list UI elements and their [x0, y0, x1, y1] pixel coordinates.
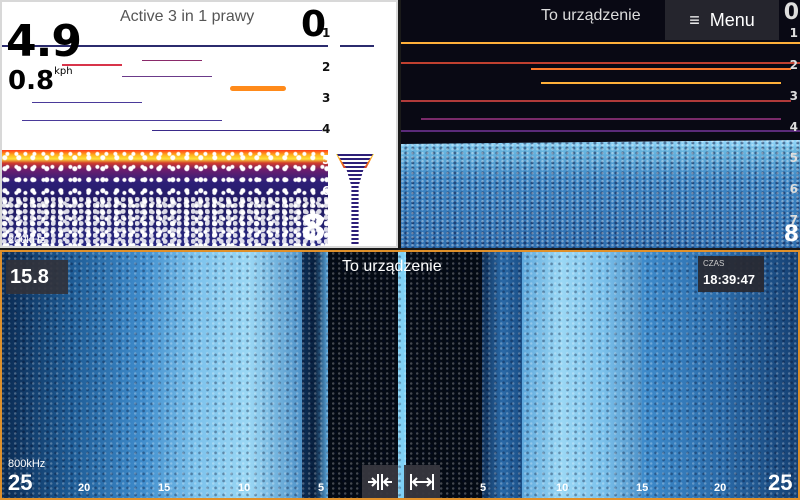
speed-secondary-unit: kph	[54, 66, 73, 77]
downscan-return	[401, 62, 800, 64]
hamburger-icon: ≡	[689, 9, 700, 30]
depth-tick: 5	[322, 153, 331, 167]
zoom-in-range-button[interactable]	[362, 465, 398, 498]
downscan-return	[421, 118, 781, 120]
scale-tick: 20	[78, 482, 91, 494]
sidescan-water-column-right	[406, 252, 482, 498]
speed-readout: 4.9	[6, 16, 82, 67]
sidescan-right-mid	[522, 252, 642, 498]
depth-tick: 4	[322, 122, 331, 136]
zoom-out-range-icon	[410, 474, 434, 490]
sonar-fish-arch	[230, 86, 286, 91]
depth-ruler	[328, 2, 396, 246]
speed-readout-secondary: 0.8kph	[8, 66, 73, 96]
sonar-return	[152, 130, 322, 131]
menu-label: Menu	[709, 9, 755, 30]
scale-tick: 5	[480, 482, 487, 494]
time-readout: CZAS 18:39:47	[698, 256, 764, 292]
scale-tick: 10	[556, 482, 569, 494]
sidescan-left-mid	[142, 252, 302, 498]
depth-range-top: 0	[783, 0, 799, 25]
pane-title: To urządzenie	[342, 258, 442, 275]
sidescan-left-near	[302, 252, 328, 498]
sonar-return	[62, 64, 122, 66]
traditional-sonar-panel[interactable]: Active 3 in 1 prawy 4.9 0.8kph 0 8 1 2 3…	[0, 0, 398, 248]
downscan-return	[541, 82, 781, 84]
scale-tick: 10	[238, 482, 251, 494]
zoom-out-range-button[interactable]	[404, 465, 440, 498]
frequency-label: 200kHz	[8, 234, 46, 246]
downscan-return	[531, 68, 791, 70]
menu-button[interactable]: ≡ Menu	[665, 0, 779, 40]
sidescan-panel[interactable]: 15.8 To urządzenie CZAS 18:39:47 800kHz …	[0, 250, 800, 500]
downscan-return	[401, 130, 800, 132]
range-right: 25	[768, 470, 793, 495]
sidescan-right-far	[642, 252, 798, 498]
depth-tick: 3	[789, 89, 798, 103]
depth-tick: 7	[789, 213, 798, 227]
depth-tick: 1	[322, 26, 331, 40]
depth-tick: 6	[322, 184, 331, 198]
scale-tick: 20	[714, 482, 727, 494]
depth-tick: 1	[789, 26, 798, 40]
downscan-surface	[401, 42, 800, 44]
depth-tick: 2	[322, 60, 331, 74]
time-label: CZAS	[703, 259, 725, 268]
depth-tick: 3	[322, 91, 331, 105]
sidescan-right-near	[482, 252, 522, 498]
sonar-surface-line	[2, 45, 332, 47]
depth-tick: 2	[789, 58, 798, 72]
sidescan-center-line	[398, 252, 406, 498]
depth-range-bottom: 8	[783, 222, 799, 247]
sonar-return	[122, 76, 212, 77]
depth-range-top: 0	[300, 4, 326, 45]
scale-tick: 15	[158, 482, 171, 494]
flasher-surface	[340, 45, 374, 47]
speed-secondary-value: 0.8	[8, 66, 55, 96]
scale-tick: 15	[636, 482, 649, 494]
depth-tick: 4	[789, 120, 798, 134]
sonar-return	[32, 102, 142, 103]
depth-tick: 5	[789, 151, 798, 165]
downscan-seabed	[401, 140, 800, 248]
depth-range-bottom: 8	[300, 208, 326, 248]
scale-tick: 5	[318, 482, 325, 494]
downscan-return	[401, 100, 791, 102]
range-left: 25	[8, 470, 33, 495]
range-readout: 15.8	[6, 260, 68, 294]
sonar-return	[22, 120, 222, 121]
sonar-bottom-noise	[2, 197, 332, 246]
zoom-in-range-icon	[368, 474, 392, 490]
pane-title: Active 3 in 1 prawy	[120, 8, 255, 25]
pane-title: To urządzenie	[541, 7, 641, 24]
downscan-panel[interactable]: To urządzenie ≡ Menu 0 1 2 3 4 5 6 7 8	[401, 0, 800, 248]
sidescan-water-column-left	[328, 252, 398, 498]
sidescan-texture	[2, 252, 798, 498]
time-value: 18:39:47	[703, 272, 756, 287]
depth-tick: 6	[789, 182, 798, 196]
sonar-return	[142, 60, 202, 61]
frequency-label: 800kHz	[8, 458, 46, 470]
